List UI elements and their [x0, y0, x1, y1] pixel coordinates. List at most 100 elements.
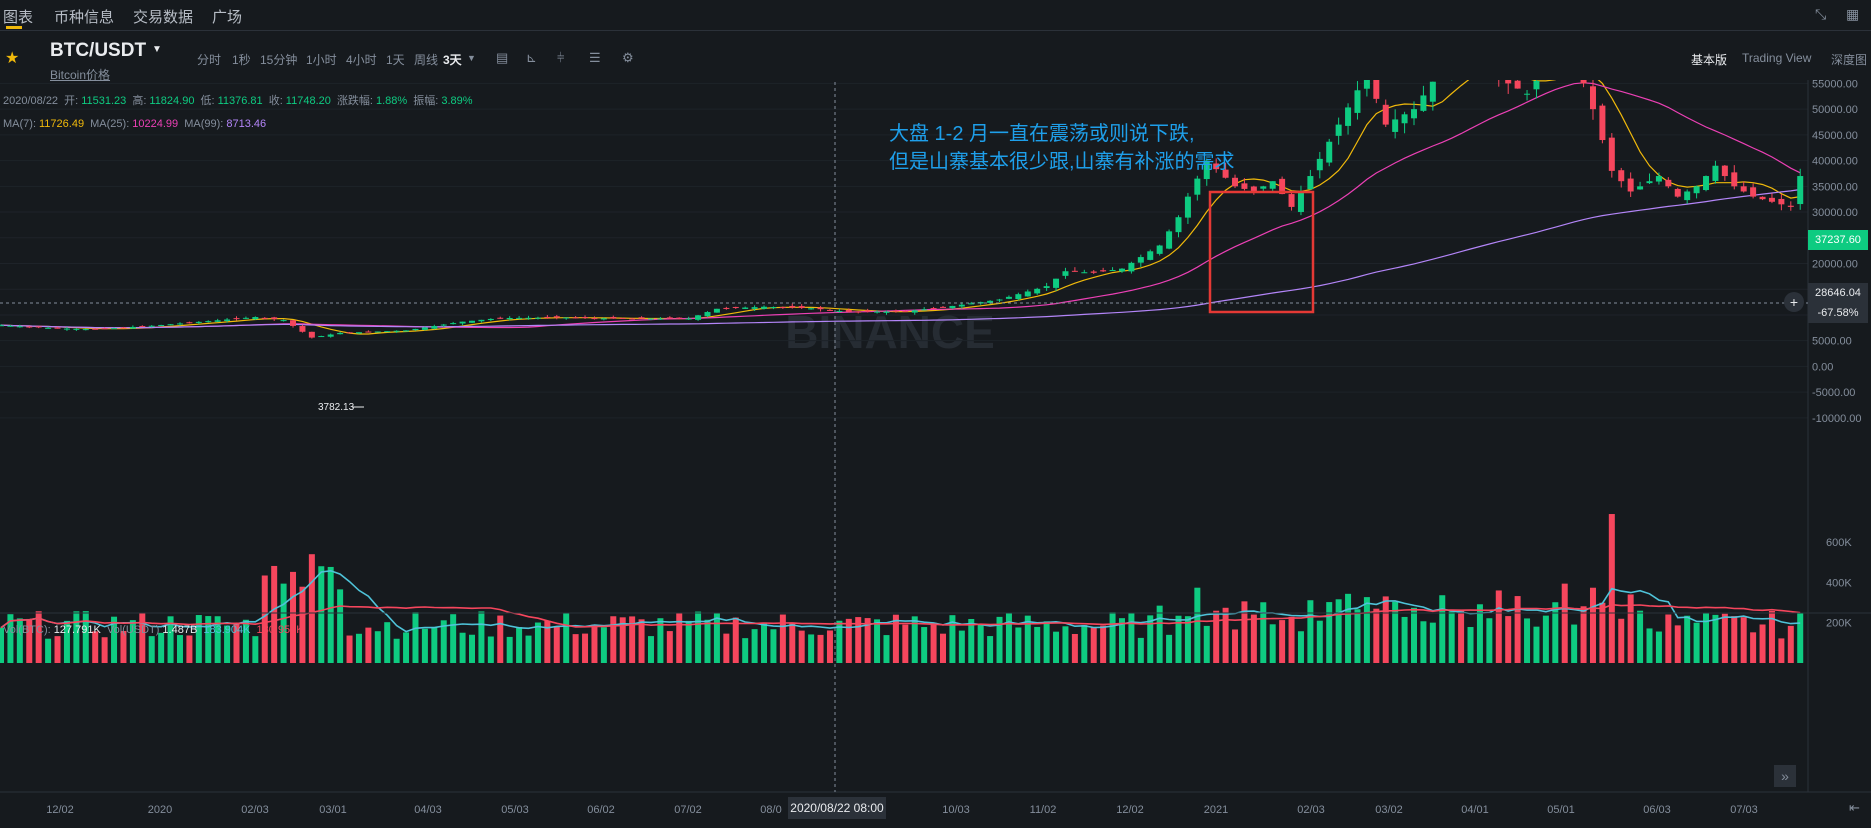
x-tick-label: 04/01: [1461, 804, 1489, 816]
candle-body: [403, 330, 410, 332]
tab-trading-data[interactable]: 交易数据: [133, 9, 194, 26]
candlestick-chart[interactable]: BINANCE 55000.00 50000.00 45000.00 40000.00…: [0, 80, 1871, 828]
interval-15m[interactable]: 15分钟: [260, 53, 298, 67]
candle-body: [949, 305, 956, 309]
volume-bar: [676, 612, 683, 663]
drawing-tools-icon[interactable]: ⊾: [526, 50, 537, 65]
candle-body: [1288, 194, 1295, 207]
annotation-text: 大盘 1-2 月一直在震荡或则说下跌, 但是山寨基本很少跟,山寨有补涨的需求: [889, 120, 1235, 176]
volume-bar: [1128, 612, 1135, 663]
candle-body: [1335, 124, 1342, 136]
volume-bar: [1373, 608, 1380, 663]
candle-body: [1411, 109, 1417, 119]
interval-4h[interactable]: 4小时: [346, 53, 377, 67]
volume-bar: [713, 612, 720, 663]
interval-week[interactable]: 周线: [414, 53, 439, 67]
interval-1d[interactable]: 1天: [386, 53, 405, 67]
candle-body: [516, 317, 523, 319]
candle-body: [610, 316, 617, 319]
close-value: 11748.20: [285, 95, 331, 107]
candle-body: [92, 328, 99, 330]
candle-body: [195, 321, 202, 323]
high-label: 高:: [132, 95, 147, 107]
interval-3d[interactable]: 3天: [443, 53, 462, 67]
indicators-icon[interactable]: ☰: [589, 50, 601, 65]
volume-bar: [1222, 607, 1229, 663]
tab-square[interactable]: 广场: [212, 9, 243, 26]
volume-bar: [1740, 617, 1747, 663]
symbol-subtitle-link[interactable]: Bitcoin价格: [50, 68, 111, 82]
interval-1s[interactable]: 1秒: [232, 53, 251, 67]
candle-type-icon[interactable]: ⫩: [557, 50, 565, 65]
add-alert-plus-icon[interactable]: +: [1784, 292, 1804, 312]
candle-body: [742, 307, 749, 309]
vol-ma2-value: 180.953K: [256, 624, 304, 636]
axes: 55000.00 50000.00 45000.00 40000.00 35000.00…: [0, 80, 1871, 816]
favorite-star-icon[interactable]: ★: [5, 50, 20, 67]
symbol-dropdown-icon[interactable]: ▼: [152, 44, 162, 55]
candle-body: [1693, 186, 1700, 194]
volume-bar: [1703, 612, 1710, 663]
volume-bar: [35, 611, 42, 663]
volume-bar: [610, 616, 617, 663]
volume-bar: [1382, 596, 1389, 663]
volume-bar: [1147, 615, 1154, 663]
volume-bar: [930, 622, 937, 663]
current-price-tag: 37237.60: [1808, 230, 1868, 250]
candle-body: [1232, 177, 1239, 187]
volume-bar: [1156, 605, 1163, 663]
candle-body: [1589, 86, 1596, 110]
candle-body: [987, 300, 994, 303]
scroll-to-latest-icon[interactable]: »: [1774, 765, 1796, 787]
symbol-title[interactable]: BTC/USDT: [50, 40, 147, 61]
candle-body: [1137, 257, 1144, 263]
candle-body: [271, 317, 278, 320]
volume-bar: [1005, 612, 1012, 663]
y-tick-label: 50000.00: [1812, 104, 1858, 116]
view-tradingview[interactable]: Trading View: [1742, 51, 1812, 65]
volume-bar: [73, 611, 80, 663]
ma99-value: 8713.46: [226, 118, 267, 130]
vol-ma1-line: [0, 569, 1801, 633]
volume-bar: [355, 633, 362, 663]
candle-body: [1665, 179, 1672, 187]
y-tick-label: 20000.00: [1812, 259, 1858, 271]
volume-bar: [384, 622, 391, 663]
view-depth[interactable]: 深度图: [1831, 53, 1868, 67]
interval-timeline[interactable]: 分时: [197, 53, 222, 67]
ma25-line: [0, 82, 1801, 329]
collapse-icon[interactable]: ⤡: [1815, 6, 1827, 22]
volume-bar: [808, 634, 815, 663]
candle-body: [355, 332, 362, 334]
interval-1h[interactable]: 1小时: [306, 53, 337, 67]
view-basic[interactable]: 基本版: [1691, 53, 1728, 67]
candle-body: [1147, 251, 1154, 260]
candle-body: [1260, 186, 1267, 189]
volume-bar: [779, 614, 786, 663]
interval-more-icon[interactable]: ▼: [467, 53, 476, 63]
layout-grid-icon[interactable]: ▦: [1846, 6, 1860, 22]
x-tick-label: 03/02: [1375, 804, 1403, 816]
volume-bar: [1646, 628, 1653, 663]
volume-bar: [337, 589, 344, 663]
volume-bar: [1297, 631, 1304, 663]
volume-bar: [534, 622, 541, 663]
close-label: 收:: [268, 95, 283, 107]
volume-bar: [16, 618, 23, 663]
tab-coin-info[interactable]: 币种信息: [54, 9, 115, 26]
x-tick-label: 02/03: [241, 804, 269, 816]
calendar-icon[interactable]: ▤: [496, 50, 509, 65]
volume-bar: [26, 618, 33, 663]
volume-bar: [1184, 616, 1191, 663]
y-tick-label: 30000.00: [1812, 207, 1858, 219]
volume-bar: [111, 616, 118, 663]
candle-body: [120, 327, 127, 329]
volume-bar: [1552, 602, 1559, 663]
settings-gear-icon[interactable]: ⚙: [622, 50, 634, 65]
candles: [0, 80, 1804, 339]
tab-chart[interactable]: 图表: [3, 9, 34, 26]
axis-settings-icon[interactable]: ⇤: [1849, 800, 1860, 815]
volume-bar: [487, 636, 494, 663]
annotation-line-2: 但是山寨基本很少跟,山寨有补涨的需求: [889, 151, 1235, 173]
top-nav: 图表 币种信息 交易数据 广场 ⤡ ▦: [0, 0, 1871, 31]
